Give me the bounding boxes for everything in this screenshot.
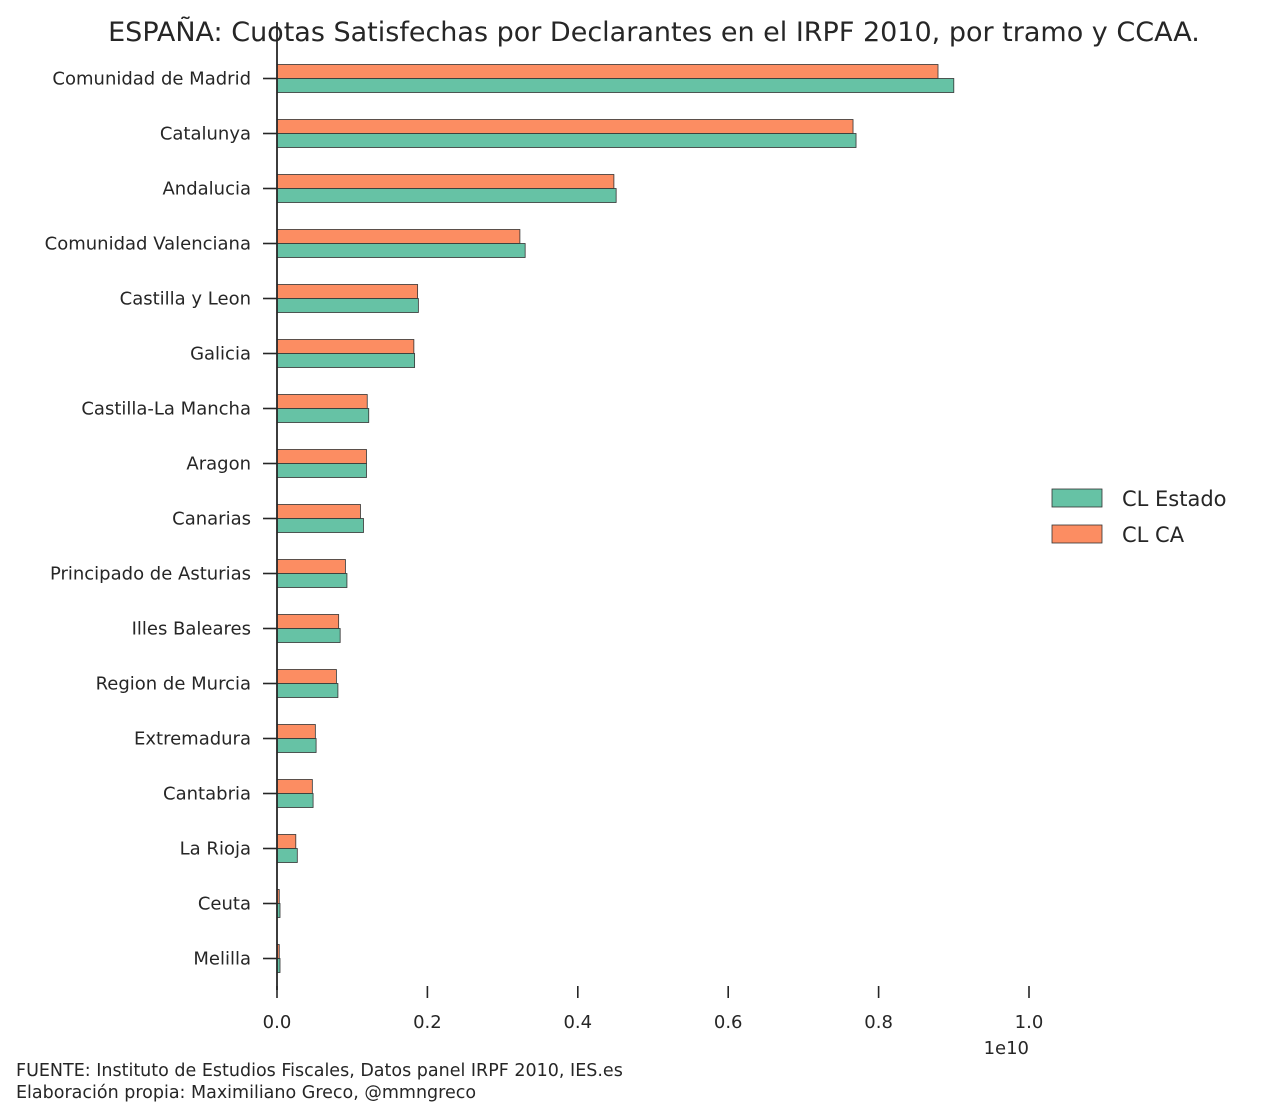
bar-cl-ca	[276, 559, 346, 574]
y-tick-label: Principado de Asturias	[50, 564, 251, 585]
bar-cl-estado	[276, 573, 348, 588]
bar-cl-estado	[276, 298, 419, 313]
bar-cl-ca	[276, 779, 313, 794]
author-note: Elaboración propia: Maximiliano Greco, @…	[16, 1083, 477, 1103]
bar-cl-ca	[276, 119, 854, 134]
legend-label: CL CA	[1122, 523, 1185, 547]
y-axis: Comunidad de Madrid Catalunya Andalucia Com…	[45, 22, 278, 990]
y-tick-label: Region de Murcia	[96, 674, 251, 695]
bar-cl-ca	[276, 174, 615, 189]
bar-cl-estado	[276, 738, 317, 753]
bar-cl-estado	[276, 188, 617, 203]
legend-label: CL Estado	[1122, 487, 1227, 511]
y-tick-label: Catalunya	[160, 124, 251, 145]
bar-cl-ca	[276, 834, 297, 849]
source-note: FUENTE: Instituto de Estudios Fiscales, …	[16, 1061, 623, 1081]
bar-cl-estado	[276, 848, 298, 863]
bar-cl-estado	[276, 243, 526, 258]
bar-cl-ca	[276, 669, 337, 684]
x-tick-label: 0.6	[714, 1012, 743, 1033]
bar-cl-ca	[276, 229, 521, 244]
bar-cl-estado	[276, 793, 314, 808]
bar-cl-estado	[276, 518, 364, 533]
x-tick-label: 0.4	[563, 1012, 592, 1033]
y-tick-label: Andalucia	[162, 179, 251, 200]
y-tick-label: Comunidad de Madrid	[52, 69, 251, 90]
bar-cl-ca	[276, 724, 316, 739]
y-tick-label: Aragon	[186, 454, 251, 475]
bar-cl-estado	[276, 683, 339, 698]
y-tick-label: Galicia	[190, 344, 251, 365]
bar-cl-estado	[276, 408, 370, 423]
y-tick-label: Canarias	[172, 509, 251, 530]
bar-cl-estado	[276, 78, 955, 93]
bar-cl-estado	[276, 463, 367, 478]
y-tick-label: Ceuta	[198, 894, 251, 915]
bar-cl-ca	[276, 394, 368, 409]
x-axis: 0.0 0.2 0.4 0.6 0.8 1.0	[263, 986, 1044, 1033]
legend-swatch	[1051, 524, 1103, 544]
bar-cl-ca	[276, 504, 361, 519]
bar-cl-ca	[276, 284, 419, 299]
bars-group	[276, 64, 955, 973]
y-tick-label: Extremadura	[134, 729, 251, 750]
bar-cl-estado	[276, 628, 341, 643]
x-scale-label: 1e10	[984, 1038, 1029, 1059]
y-tick-label: Castilla-La Mancha	[81, 399, 251, 420]
chart-title: ESPAÑA: Cuotas Satisfechas por Declarant…	[108, 16, 1200, 48]
y-tick-label: Comunidad Valenciana	[45, 234, 251, 255]
bar-cl-ca	[276, 449, 367, 464]
y-tick-label: Castilla y Leon	[120, 289, 251, 310]
x-tick-label: 1.0	[1015, 1012, 1044, 1033]
x-tick-label: 0.2	[413, 1012, 442, 1033]
y-tick-label: La Rioja	[180, 839, 251, 860]
x-tick-label: 0.8	[864, 1012, 893, 1033]
legend: CL Estado CL CA	[1051, 487, 1227, 547]
bar-cl-estado	[276, 133, 857, 148]
bar-cl-ca	[276, 64, 939, 79]
x-tick-label: 0.0	[263, 1012, 292, 1033]
y-tick-label: Illes Baleares	[132, 619, 251, 640]
y-tick-label: Melilla	[193, 949, 251, 970]
y-tick-label: Cantabria	[163, 784, 251, 805]
bar-cl-ca	[276, 339, 415, 354]
legend-swatch	[1051, 488, 1103, 508]
bar-cl-ca	[276, 614, 340, 629]
bar-cl-estado	[276, 353, 416, 368]
